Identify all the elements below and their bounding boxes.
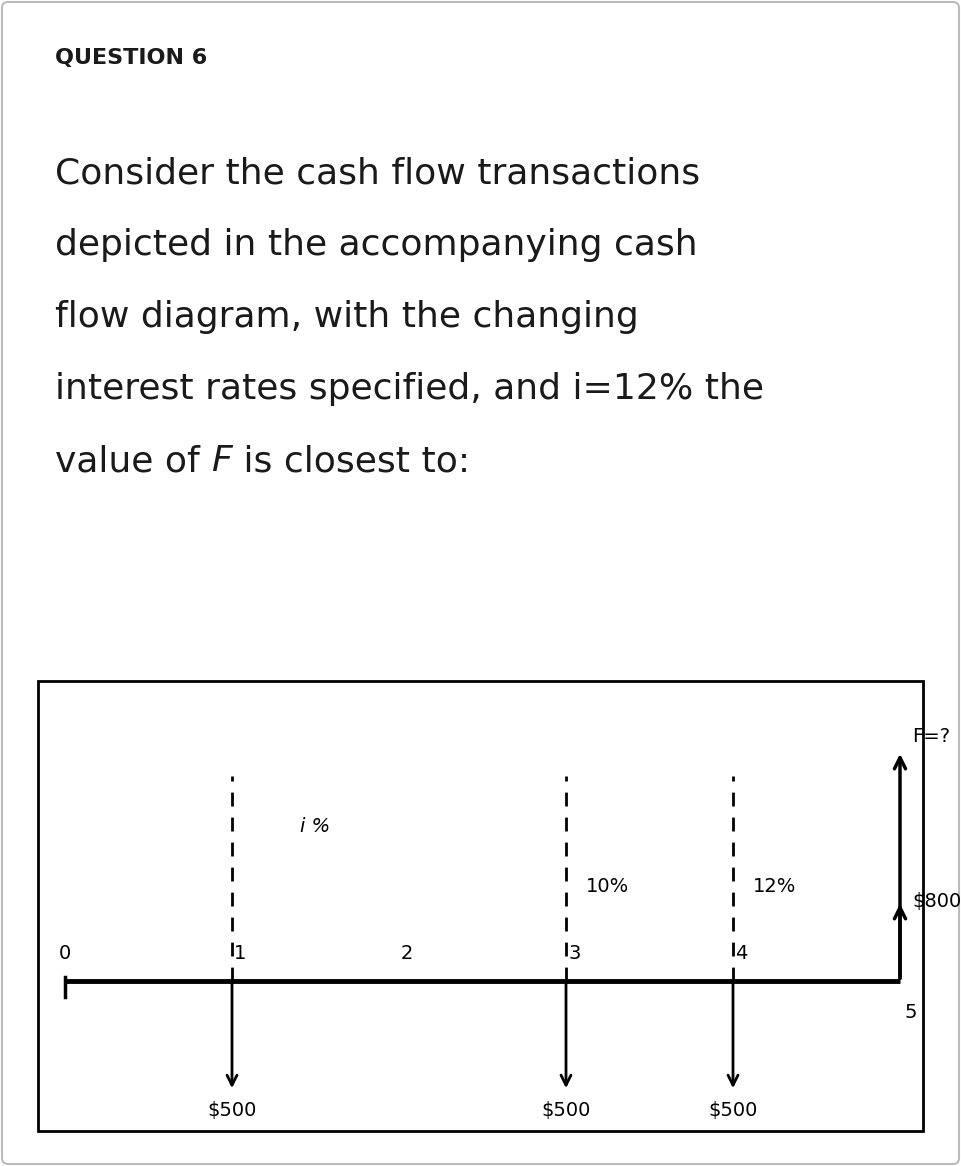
- Bar: [38, 681, 923, 1131]
- Text: interest rates specified, and i=12% the: interest rates specified, and i=12% the: [55, 372, 764, 406]
- Text: value of: value of: [55, 444, 211, 478]
- Text: 3: 3: [568, 944, 580, 963]
- Text: 5: 5: [905, 1003, 918, 1023]
- Text: $500: $500: [541, 1101, 591, 1121]
- Text: 2: 2: [401, 944, 413, 963]
- Text: $800: $800: [912, 892, 961, 911]
- Text: Consider the cash flow transactions: Consider the cash flow transactions: [55, 156, 701, 190]
- Text: F: F: [211, 444, 232, 478]
- Text: i %: i %: [301, 817, 331, 836]
- Text: QUESTION 6: QUESTION 6: [55, 48, 208, 68]
- Text: 10%: 10%: [586, 877, 629, 895]
- Text: $500: $500: [708, 1101, 757, 1121]
- Text: flow diagram, with the changing: flow diagram, with the changing: [55, 300, 639, 333]
- Text: 1: 1: [234, 944, 246, 963]
- Text: depicted in the accompanying cash: depicted in the accompanying cash: [55, 229, 698, 262]
- Text: $500: $500: [208, 1101, 257, 1121]
- Text: is closest to:: is closest to:: [232, 444, 470, 478]
- Text: 12%: 12%: [753, 877, 797, 895]
- Text: 0: 0: [59, 944, 71, 963]
- Text: F=?: F=?: [912, 726, 950, 746]
- Text: 4: 4: [735, 944, 748, 963]
